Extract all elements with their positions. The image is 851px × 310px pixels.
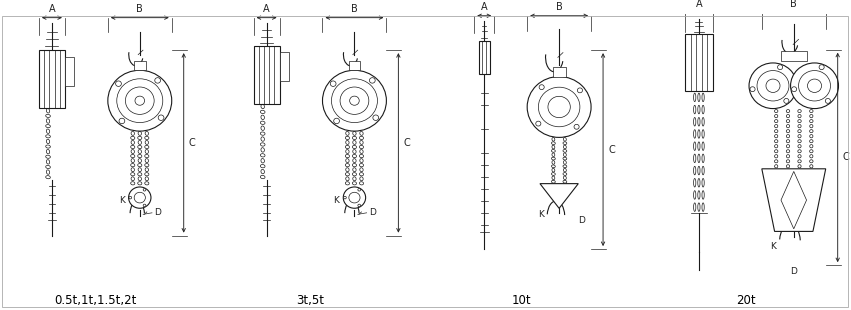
Bar <box>134 61 146 70</box>
Circle shape <box>766 79 780 92</box>
Circle shape <box>574 124 580 129</box>
Polygon shape <box>540 184 579 208</box>
Circle shape <box>819 65 824 70</box>
Bar <box>479 41 489 74</box>
Text: B: B <box>556 2 563 12</box>
Circle shape <box>791 87 797 92</box>
Circle shape <box>808 79 821 92</box>
Circle shape <box>119 118 125 124</box>
Circle shape <box>749 63 797 108</box>
Circle shape <box>540 85 545 90</box>
Circle shape <box>373 115 379 121</box>
Circle shape <box>334 118 340 124</box>
Text: K: K <box>770 242 776 251</box>
Circle shape <box>344 196 346 199</box>
Text: C: C <box>608 145 614 155</box>
Circle shape <box>358 188 361 191</box>
Text: C: C <box>403 138 410 148</box>
Text: 20t: 20t <box>736 294 756 307</box>
Text: A: A <box>263 4 270 14</box>
Circle shape <box>577 88 582 93</box>
Circle shape <box>129 196 132 199</box>
Circle shape <box>143 188 146 191</box>
Text: 10t: 10t <box>511 294 531 307</box>
Text: A: A <box>481 2 488 12</box>
Circle shape <box>125 87 154 114</box>
Text: D: D <box>368 208 375 217</box>
Circle shape <box>791 63 838 108</box>
Circle shape <box>155 78 161 83</box>
Circle shape <box>340 87 368 114</box>
Bar <box>254 46 280 104</box>
Circle shape <box>536 121 541 126</box>
Bar <box>553 67 566 77</box>
Text: A: A <box>49 4 55 14</box>
Circle shape <box>358 204 361 207</box>
Circle shape <box>548 96 570 117</box>
Circle shape <box>158 115 164 121</box>
Polygon shape <box>762 169 825 231</box>
Circle shape <box>330 81 336 86</box>
Circle shape <box>116 81 122 86</box>
Text: K: K <box>538 210 544 219</box>
Circle shape <box>778 65 783 70</box>
Circle shape <box>143 204 146 207</box>
Circle shape <box>825 99 831 103</box>
Text: D: D <box>578 216 585 225</box>
Text: D: D <box>154 208 161 217</box>
Bar <box>349 61 360 70</box>
Circle shape <box>108 70 172 131</box>
Text: B: B <box>791 0 797 9</box>
Circle shape <box>129 187 151 208</box>
Text: K: K <box>334 196 340 205</box>
Text: 0.5t,1t,1.5t,2t: 0.5t,1t,1.5t,2t <box>54 294 137 307</box>
Circle shape <box>750 87 755 92</box>
Text: 3t,5t: 3t,5t <box>296 294 324 307</box>
Bar <box>781 51 807 61</box>
Bar <box>685 34 713 91</box>
Circle shape <box>323 70 386 131</box>
Text: C: C <box>842 153 849 162</box>
Circle shape <box>343 187 366 208</box>
Circle shape <box>784 99 789 103</box>
Bar <box>65 57 74 86</box>
Circle shape <box>527 77 591 137</box>
Bar <box>39 50 65 108</box>
Text: C: C <box>189 138 196 148</box>
Text: A: A <box>695 0 702 9</box>
Text: B: B <box>136 4 143 14</box>
Text: K: K <box>119 196 124 205</box>
Circle shape <box>369 78 375 83</box>
Text: D: D <box>791 267 797 276</box>
Text: B: B <box>351 4 357 14</box>
Bar <box>280 52 288 82</box>
